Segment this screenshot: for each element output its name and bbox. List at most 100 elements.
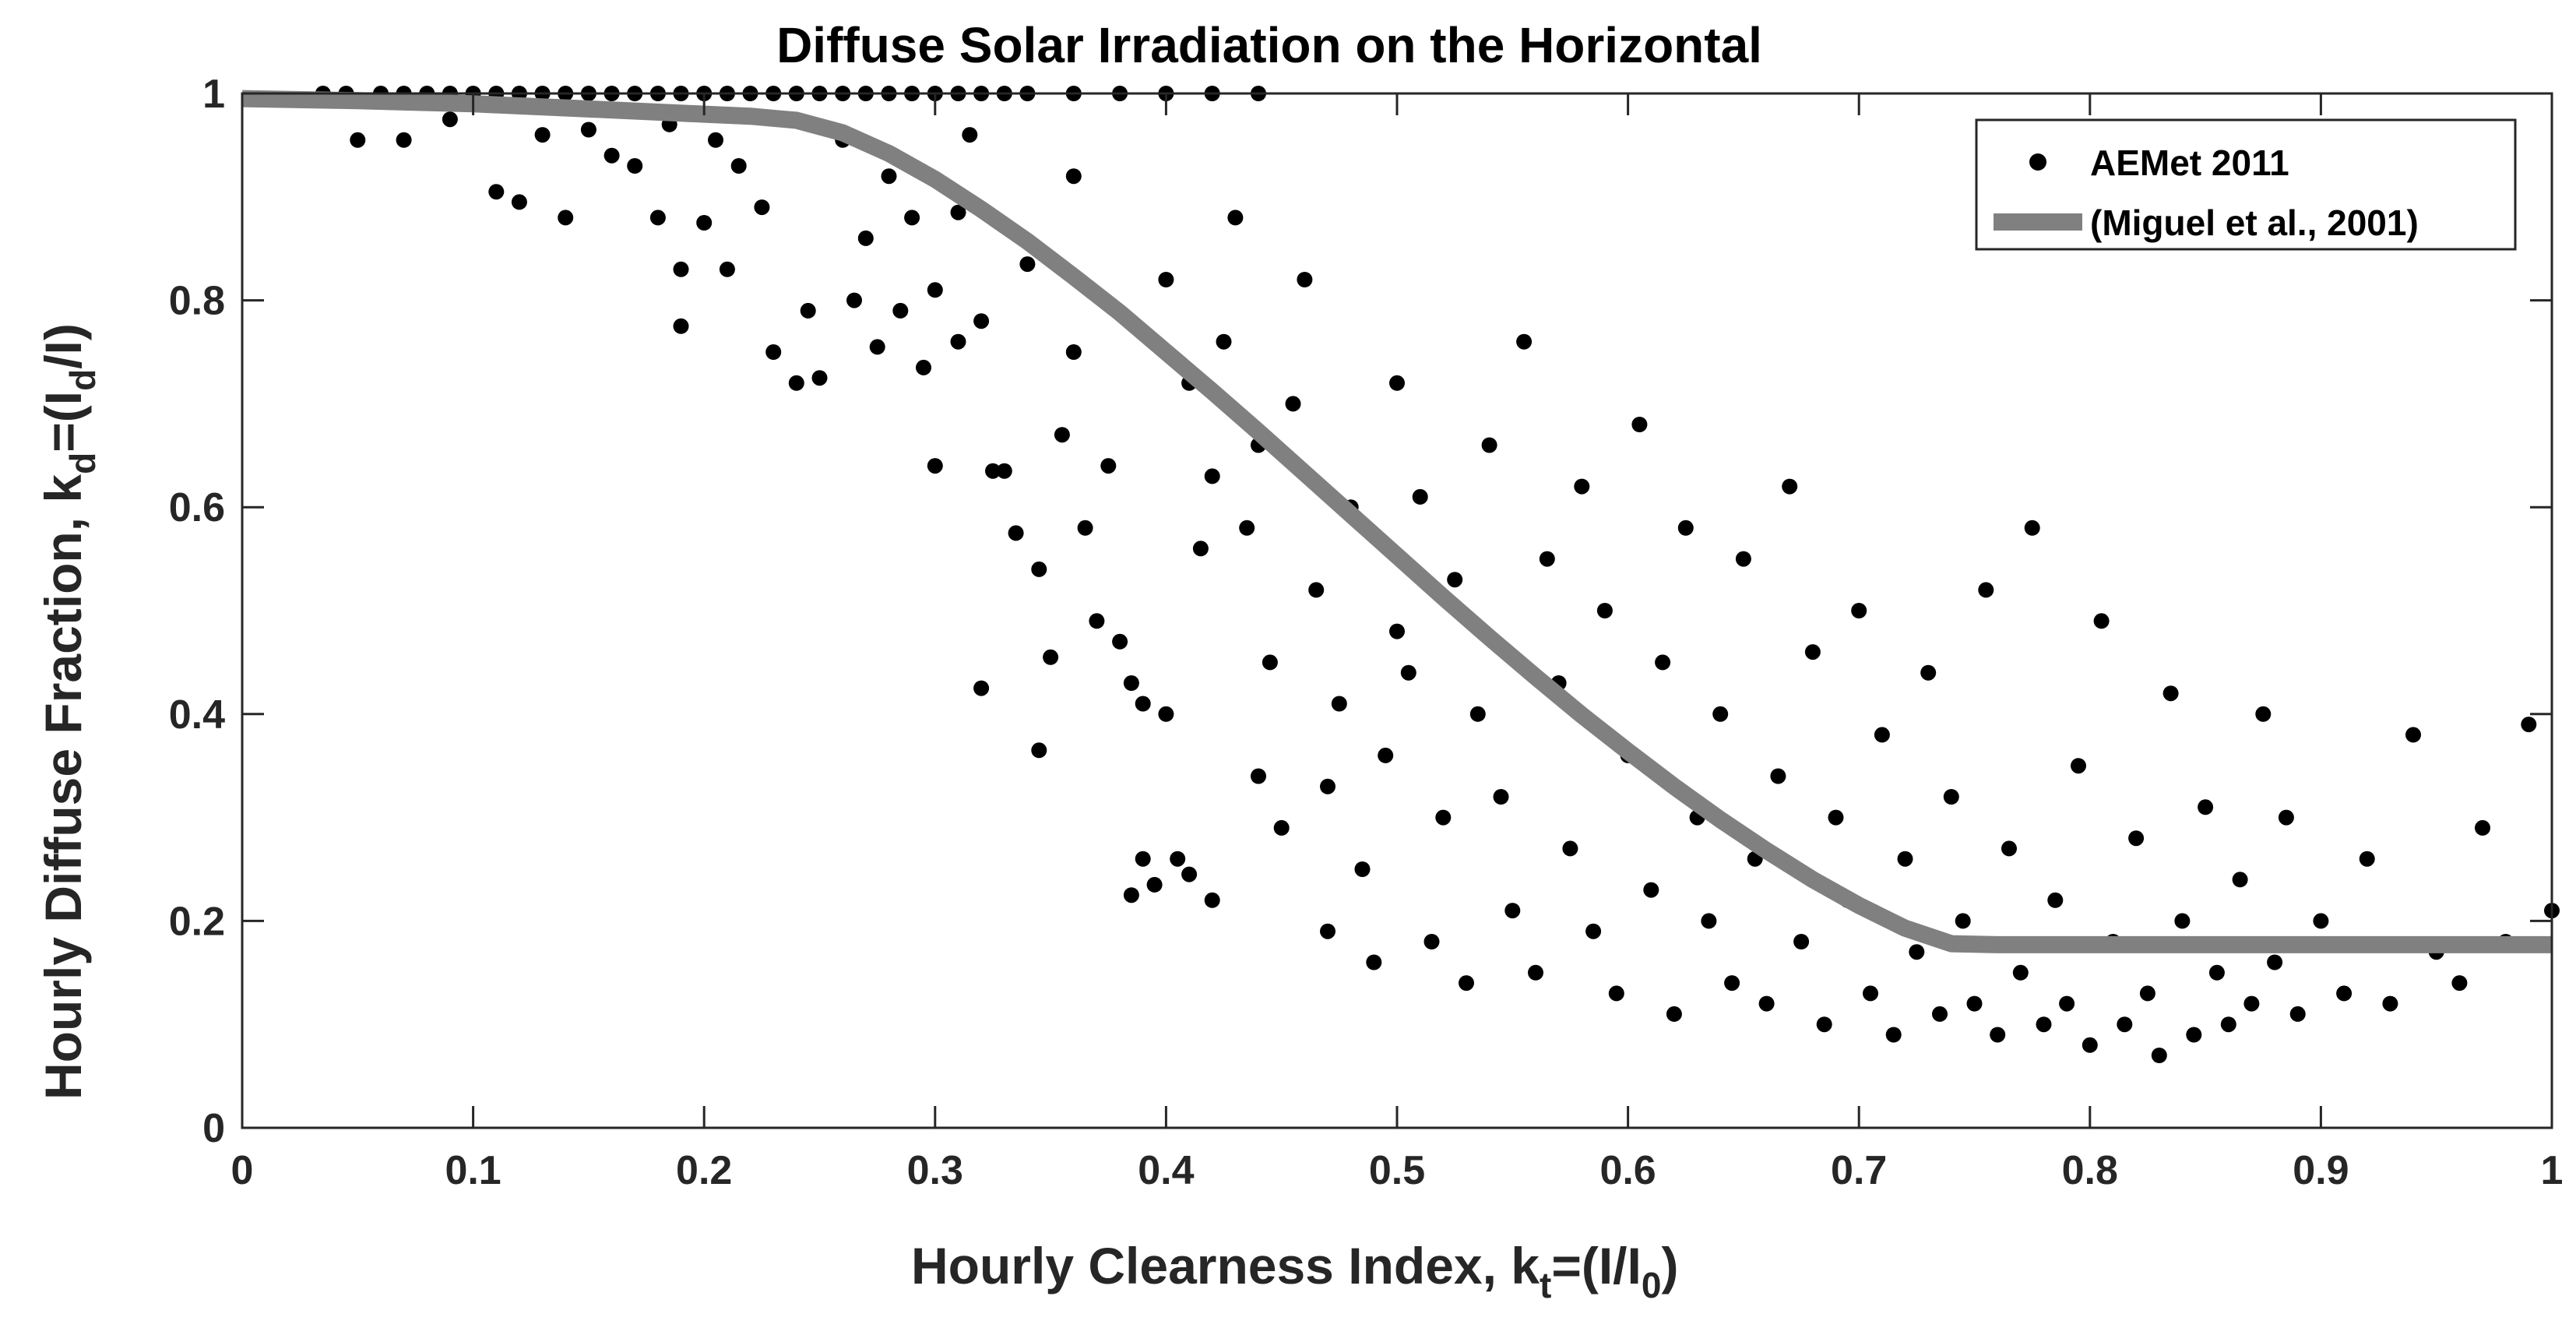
x-tick-label-7: 0.7 [1831, 1148, 1887, 1193]
data-point-99 [1204, 468, 1220, 484]
data-point-138 [1608, 985, 1624, 1002]
data-point-51 [708, 132, 723, 148]
data-point-37 [396, 132, 412, 148]
data-point-84 [1077, 520, 1093, 536]
data-point-69 [950, 333, 966, 350]
data-point-55 [765, 344, 782, 360]
data-point-149 [1735, 551, 1751, 567]
data-point-159 [1851, 603, 1867, 618]
data-point-151 [1758, 995, 1775, 1012]
data-point-128 [1493, 789, 1509, 805]
data-point-90 [1135, 851, 1151, 867]
data-point-200 [2359, 851, 2375, 867]
legend-label-points: AEMet 2011 [2090, 143, 2289, 183]
data-point-71 [962, 127, 978, 143]
data-point-92 [1146, 876, 1163, 893]
y-tick-label-4: 0.8 [169, 279, 225, 324]
data-point-119 [1389, 375, 1405, 391]
data-point-97 [1181, 866, 1198, 882]
data-point-101 [1216, 333, 1232, 350]
data-point-57 [800, 302, 816, 319]
data-point-103 [1239, 520, 1255, 536]
data-point-49 [673, 318, 689, 334]
data-point-68 [927, 458, 943, 474]
data-point-170 [1978, 582, 1994, 598]
data-point-184 [2139, 985, 2155, 1002]
data-point-109 [1297, 272, 1313, 287]
data-point-155 [1804, 644, 1821, 660]
data-point-142 [1655, 654, 1671, 671]
data-point-134 [1562, 840, 1578, 857]
data-point-50 [696, 215, 713, 231]
data-point-77 [1019, 256, 1036, 273]
data-point-72 [973, 313, 990, 329]
data-point-189 [2198, 799, 2214, 815]
data-point-152 [1770, 768, 1786, 784]
data-point-176 [2047, 892, 2064, 908]
data-point-106 [1262, 654, 1278, 671]
data-point-157 [1828, 809, 1844, 826]
data-point-113 [1331, 696, 1347, 712]
data-point-153 [1782, 478, 1798, 495]
data-point-162 [1885, 1027, 1902, 1043]
data-point-83 [1065, 168, 1082, 185]
data-point-168 [1955, 913, 1971, 929]
data-point-201 [2382, 995, 2398, 1012]
data-point-112 [1320, 923, 1336, 939]
data-point-58 [811, 370, 828, 386]
data-point-102 [1227, 210, 1244, 226]
data-point-183 [2128, 830, 2145, 847]
x-tick-label-10: 1 [2541, 1148, 2564, 1193]
data-point-110 [1308, 582, 1325, 598]
data-point-195 [2267, 954, 2283, 970]
data-points [315, 86, 2560, 1063]
data-point-78 [1031, 561, 1047, 577]
data-point-154 [1793, 934, 1810, 949]
x-tick-label-4: 0.4 [1138, 1148, 1194, 1193]
data-point-86 [1100, 458, 1117, 474]
data-point-54 [754, 199, 770, 216]
data-point-60 [846, 292, 862, 308]
data-point-179 [2082, 1037, 2098, 1053]
data-point-163 [1897, 851, 1913, 867]
data-point-196 [2278, 809, 2294, 826]
data-point-136 [1585, 923, 1602, 939]
y-axis-title-sub2: d [62, 369, 103, 391]
data-point-204 [2451, 975, 2468, 992]
data-point-126 [1469, 706, 1486, 722]
data-point-166 [1932, 1006, 1948, 1022]
data-point-116 [1366, 954, 1382, 970]
legend-label-fit: (Miguel et al., 2001) [2090, 203, 2419, 243]
y-axis-title-end: /I) [34, 323, 92, 369]
data-point-66 [916, 359, 931, 375]
data-point-122 [1423, 934, 1440, 949]
x-tick-label-2: 0.2 [676, 1148, 732, 1193]
data-point-130 [1516, 333, 1533, 350]
data-point-174 [2024, 520, 2040, 536]
data-point-135 [1574, 478, 1590, 495]
data-point-117 [1378, 747, 1394, 763]
data-point-108 [1285, 396, 1301, 412]
data-point-161 [1874, 727, 1890, 743]
chart-title: Diffuse Solar Irradiation on the Horizon… [776, 17, 1762, 73]
data-point-81 [1054, 427, 1070, 443]
y-tick-label-0: 0 [202, 1106, 225, 1151]
data-point-39 [488, 184, 505, 200]
data-point-93 [1158, 706, 1174, 722]
data-point-79 [1031, 742, 1047, 759]
data-point-187 [2174, 913, 2191, 929]
data-point-45 [627, 158, 643, 174]
x-tick-label-1: 0.1 [445, 1148, 501, 1193]
data-point-44 [604, 147, 620, 164]
data-point-175 [2036, 1016, 2052, 1033]
data-point-186 [2163, 685, 2179, 702]
fit-curve-miguel [241, 90, 2552, 953]
data-point-62 [869, 339, 885, 355]
legend: AEMet 2011 (Miguel et al., 2001) [1975, 118, 2517, 251]
data-point-185 [2151, 1048, 2167, 1063]
data-point-182 [2117, 1016, 2133, 1033]
data-point-98 [1192, 541, 1209, 557]
data-point-124 [1447, 572, 1463, 588]
y-axis-title-sub1: d [62, 453, 103, 474]
